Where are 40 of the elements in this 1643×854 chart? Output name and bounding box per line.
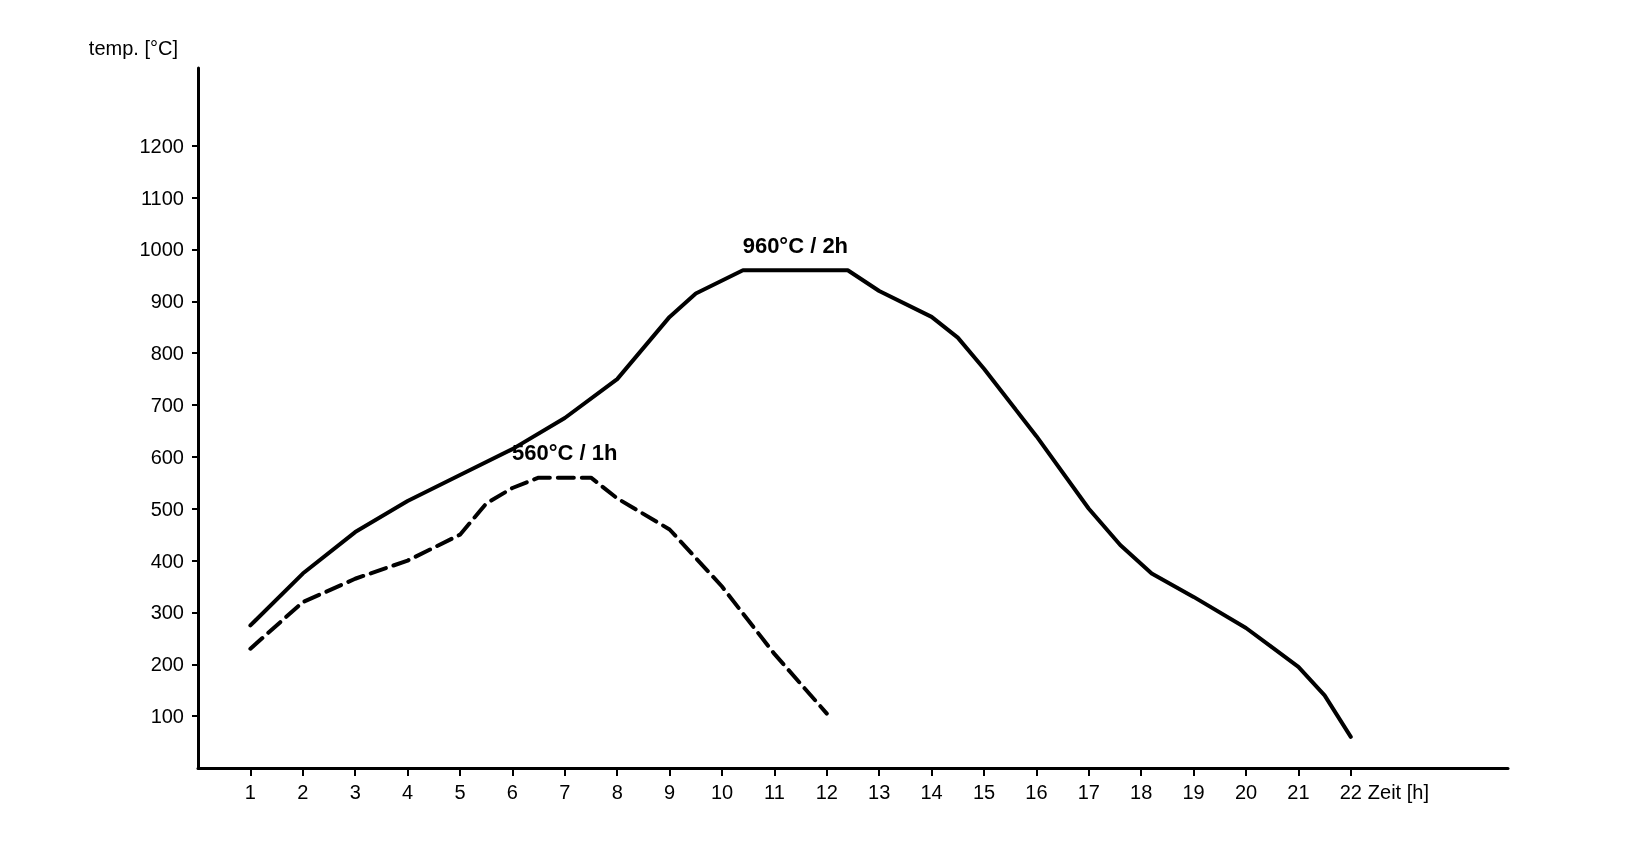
y-tick-label: 500 — [150, 497, 184, 520]
y-tick-label: 800 — [150, 342, 184, 365]
line-series — [248, 268, 1353, 739]
x-tick-label: 22 — [1339, 781, 1362, 803]
x-tick-label: 12 — [815, 781, 838, 803]
x-tick-label: 13 — [868, 781, 891, 803]
x-tick-label: 7 — [559, 781, 571, 803]
x-tick-label: 6 — [506, 781, 518, 803]
x-tick-label: 3 — [349, 781, 361, 803]
line-series — [248, 475, 829, 716]
x-axis-title: Zeit [h] — [1367, 781, 1429, 803]
x-tick-label: 1 — [244, 781, 256, 803]
y-tick-label: 400 — [150, 549, 184, 572]
y-tick-label: 100 — [150, 705, 184, 728]
x-tick-label: 11 — [764, 781, 785, 803]
y-tick-label: 900 — [150, 290, 184, 313]
y-axis-title: temp. [°C] — [88, 37, 178, 59]
x-tick-label: 5 — [454, 781, 466, 803]
y-tick-label: 600 — [150, 445, 184, 468]
y-tick-label: 200 — [150, 653, 184, 676]
x-tick-label: 21 — [1287, 781, 1310, 803]
y-tick-label: 1200 — [139, 134, 184, 157]
y-tick-label: 1000 — [139, 238, 184, 261]
y-tick-label: 300 — [150, 601, 184, 624]
annotation: 560°C / 1h — [512, 440, 618, 466]
annotation: 960°C / 2h — [742, 232, 849, 258]
x-tick-label: 17 — [1077, 781, 1100, 803]
x-tick-label: 4 — [402, 781, 414, 803]
x-tick-label: 19 — [1182, 781, 1205, 803]
x-tick-label: 18 — [1130, 781, 1153, 803]
x-tick-label: 14 — [920, 781, 943, 803]
x-tick-label: 20 — [1234, 781, 1258, 803]
x-tick-label: 15 — [972, 781, 996, 803]
x-tick-label: 16 — [1025, 781, 1048, 803]
x-tick-label: 9 — [664, 781, 676, 803]
x-tick-label: 10 — [710, 781, 734, 803]
y-tick-label: 700 — [150, 394, 184, 417]
x-tick-label: 2 — [297, 781, 309, 803]
y-tick-label: 1100 — [140, 186, 184, 209]
x-tick-label: 8 — [611, 781, 623, 803]
